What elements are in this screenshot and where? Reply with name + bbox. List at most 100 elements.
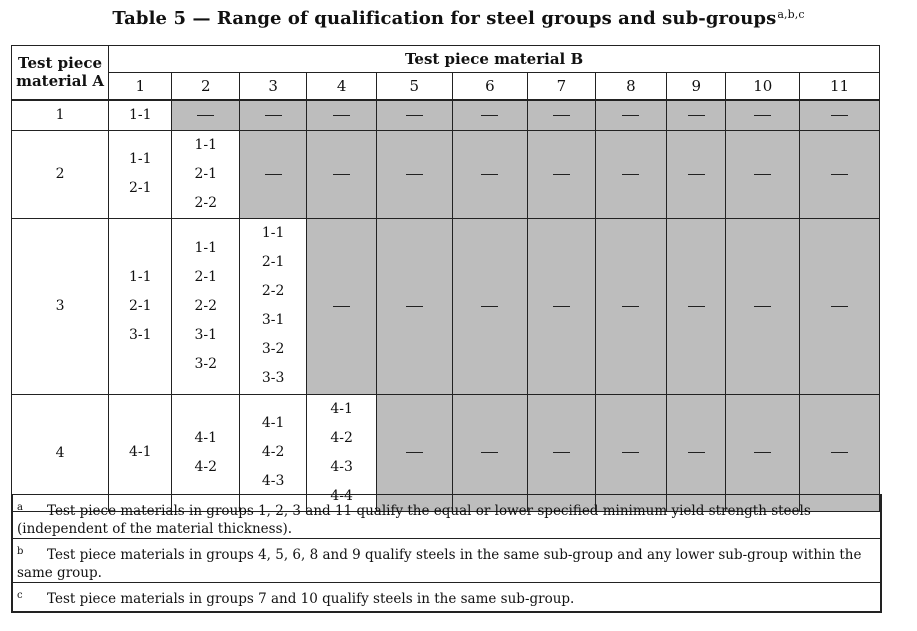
not-qualified-cell: [725, 217, 801, 395]
footnote-text: Test piece materials in groups 7 and 10 …: [47, 591, 575, 607]
sub-group-value: 2-2: [261, 283, 285, 299]
not-qualified-cell: [451, 393, 529, 512]
header-material-b: Test piece material B: [108, 45, 880, 73]
sub-group-value: 4-2: [261, 444, 285, 460]
not-applicable-dash: [264, 173, 282, 175]
not-qualified-cell: [306, 129, 377, 219]
header-material-a-line2: material A: [16, 72, 105, 91]
sub-group-value: 4-2: [330, 429, 353, 446]
not-applicable-dash: [552, 452, 570, 453]
header-material-a: Test piece material A: [10, 45, 110, 101]
not-qualified-cell: [238, 129, 308, 219]
not-qualified-cell: [171, 99, 240, 131]
sub-group-value: 3-1: [194, 326, 217, 343]
not-qualified-cell: [451, 217, 529, 395]
sub-group-value: 4-2: [194, 458, 217, 475]
sub-group-value: 4-1: [261, 415, 285, 431]
sub-group-value: 2-1: [129, 297, 152, 314]
not-qualified-cell: [306, 217, 377, 395]
sub-group-value: 4-1: [129, 444, 152, 460]
sub-group-value: 2-1: [261, 254, 285, 270]
not-qualified-cell: [666, 217, 727, 395]
row-label: 3: [10, 217, 110, 395]
footnote-c: c Test piece materials in groups 7 and 10…: [13, 582, 880, 608]
qualification-cell: 1-1 2-1 2-2 3-1 3-2 3-3: [238, 217, 308, 395]
footnote-mark: a: [17, 502, 23, 513]
footnote-a: a Test piece materials in groups 1, 2, 3 …: [13, 495, 880, 538]
not-applicable-dash: [333, 305, 351, 307]
not-applicable-dash: [552, 173, 570, 175]
sub-group-value: 3-1: [261, 312, 285, 328]
not-applicable-dash: [481, 305, 499, 307]
sub-group-value: 1-1: [194, 239, 217, 256]
not-qualified-cell: [451, 99, 529, 131]
column-header-11: 11: [799, 72, 880, 101]
column-header-8: 8: [594, 72, 668, 101]
not-qualified-cell: [594, 217, 668, 395]
sub-group-value: 3-1: [129, 326, 152, 343]
not-qualified-cell: [594, 129, 668, 219]
not-applicable-dash: [197, 114, 215, 116]
column-header-7: 7: [527, 72, 596, 101]
not-applicable-dash: [754, 305, 772, 307]
not-qualified-cell: [306, 99, 377, 131]
not-qualified-cell: [375, 393, 453, 512]
not-qualified-cell: [799, 393, 880, 512]
not-applicable-dash: [831, 173, 849, 175]
table-row: 1 1-1: [10, 99, 880, 131]
column-header-1: 1: [108, 72, 173, 101]
not-applicable-dash: [754, 173, 772, 175]
qualification-cell: 1-1 2-1: [108, 129, 173, 219]
column-header-3: 3: [238, 72, 308, 101]
table-title-footnote-marks: a,b,c: [777, 8, 805, 21]
column-header-2: 2: [171, 72, 240, 101]
sub-group-value: 4-1: [194, 429, 217, 446]
table-title: Table 5 — Range of qualification for ste…: [0, 8, 917, 29]
footnotes: a Test piece materials in groups 1, 2, 3 …: [11, 494, 882, 613]
not-applicable-dash: [622, 173, 640, 175]
footnote-b: b Test piece materials in groups 4, 5, 6,…: [13, 538, 880, 582]
sub-group-value: 3-2: [194, 355, 217, 372]
not-qualified-cell: [725, 99, 801, 131]
not-applicable-dash: [687, 173, 705, 175]
row-label: 1: [10, 99, 110, 131]
not-applicable-dash: [552, 114, 570, 116]
not-qualified-cell: [238, 99, 308, 131]
sub-group-value: 2-1: [194, 268, 217, 285]
sub-group-value: 2-2: [194, 297, 217, 314]
sub-group-value: 3-3: [261, 370, 285, 386]
not-applicable-dash: [622, 114, 640, 116]
column-header-10: 10: [725, 72, 801, 101]
not-qualified-cell: [527, 217, 596, 395]
not-applicable-dash: [687, 305, 705, 307]
column-header-6: 6: [451, 72, 529, 101]
not-qualified-cell: [594, 393, 668, 512]
not-qualified-cell: [375, 99, 453, 131]
not-applicable-dash: [405, 173, 423, 175]
header-material-a-line1: Test piece: [18, 54, 103, 73]
sub-group-value: 4-1: [330, 400, 353, 417]
not-qualified-cell: [594, 99, 668, 131]
table-title-text: Table 5 — Range of qualification for ste…: [112, 8, 777, 29]
not-applicable-dash: [831, 452, 849, 453]
not-applicable-dash: [481, 173, 499, 175]
sub-group-value: 2-1: [129, 180, 152, 196]
not-applicable-dash: [687, 114, 705, 116]
qualification-cell: 4-1 4-2 4-3: [238, 393, 308, 512]
sub-group-value: 2-1: [194, 165, 217, 182]
not-qualified-cell: [375, 217, 453, 395]
not-applicable-dash: [481, 114, 499, 116]
not-qualified-cell: [725, 129, 801, 219]
qualification-cell: 1-1 2-1 2-2: [171, 129, 240, 219]
sub-group-value: 1-1: [194, 136, 217, 153]
footnote-text: Test piece materials in groups 4, 5, 6, …: [17, 547, 862, 581]
not-applicable-dash: [622, 452, 640, 453]
not-applicable-dash: [754, 114, 772, 116]
not-qualified-cell: [799, 217, 880, 395]
not-qualified-cell: [725, 393, 801, 512]
not-qualified-cell: [451, 129, 529, 219]
sub-group-value: 2-2: [194, 194, 217, 211]
not-applicable-dash: [552, 305, 570, 307]
not-qualified-cell: [527, 393, 596, 512]
not-applicable-dash: [405, 305, 423, 307]
